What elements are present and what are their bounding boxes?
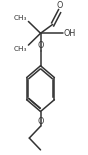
Text: CH₃: CH₃ [14,46,28,52]
Text: O: O [56,1,63,10]
Text: O: O [37,117,44,126]
Text: OH: OH [64,29,76,38]
Text: CH₃: CH₃ [14,15,28,21]
Text: O: O [37,41,44,50]
